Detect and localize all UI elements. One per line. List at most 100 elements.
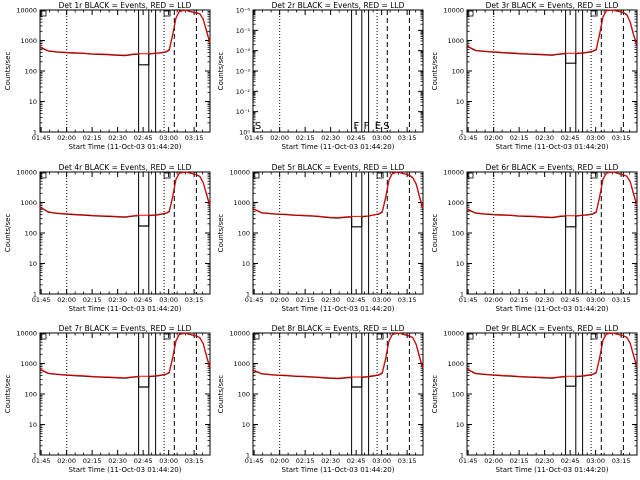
x-axis-label: Start Time (11-Oct-03 01:44:20) <box>69 305 182 313</box>
y-axis-label: Counts/sec <box>431 52 439 91</box>
series-line-lld <box>466 9 638 56</box>
x-tick-label: 03:00 <box>586 134 605 142</box>
y-tick-label: 10000 <box>443 330 464 338</box>
y-axis-label: Counts/sec <box>217 214 225 253</box>
x-tick-label: 02:45 <box>561 134 580 142</box>
y-tick-label: 1 <box>460 452 464 460</box>
x-tick-label: 02:00 <box>57 134 76 142</box>
plot-frame <box>466 171 638 295</box>
y-tick-label: 10000 <box>443 7 464 15</box>
x-tick-label: 02:15 <box>83 457 102 465</box>
x-tick-label: 03:15 <box>398 457 417 465</box>
x-tick-label: 02:15 <box>83 296 102 304</box>
x-tick-label: 02:00 <box>57 296 76 304</box>
series-line-lld <box>252 332 424 379</box>
state-box <box>40 10 47 17</box>
y-tick-label: 10⁻³ <box>236 68 251 76</box>
series-line-lld <box>39 332 211 379</box>
x-axis-label: Start Time (11-Oct-03 01:44:20) <box>496 143 609 151</box>
x-tick-label: 02:45 <box>347 457 366 465</box>
x-tick-label: 02:00 <box>484 457 503 465</box>
series-line-lld <box>466 171 638 218</box>
y-tick-label: 10⁻² <box>236 88 251 96</box>
y-tick-label: 10 <box>242 421 250 429</box>
x-tick-label: 02:30 <box>321 134 340 142</box>
y-tick-label: 100 <box>25 230 37 238</box>
panel-det-7r: Det 7r BLACK = Events, RED = LLD Counts/s… <box>4 324 211 474</box>
x-tick-label: 03:00 <box>372 134 391 142</box>
series-line-events <box>39 9 211 66</box>
x-tick-label: 03:15 <box>398 296 417 304</box>
state-box <box>40 333 47 340</box>
panel-det-6r: Det 6r BLACK = Events, RED = LLD Counts/s… <box>431 163 638 313</box>
x-tick-label: 01:45 <box>32 134 51 142</box>
x-tick-label: 03:00 <box>372 296 391 304</box>
x-tick-label: 02:15 <box>83 134 102 142</box>
x-tick-label: 03:00 <box>159 457 178 465</box>
x-tick-label: 03:15 <box>612 457 631 465</box>
y-tick-label: 100 <box>452 68 464 76</box>
x-tick-label: 02:00 <box>270 296 289 304</box>
state-box <box>376 333 384 340</box>
series-line-lld <box>466 332 638 379</box>
y-tick-label: 1 <box>246 291 250 299</box>
state-box <box>467 333 474 340</box>
plot-frame <box>252 9 424 133</box>
x-tick-label: 02:00 <box>270 457 289 465</box>
x-axis-label: Start Time (11-Oct-03 01:44:20) <box>69 143 182 151</box>
x-axis-label: Start Time (11-Oct-03 01:44:20) <box>282 466 395 474</box>
x-tick-label: 02:00 <box>484 296 503 304</box>
series-line-events <box>252 332 424 388</box>
x-tick-label: 02:30 <box>321 296 340 304</box>
x-tick-label: 02:15 <box>296 457 315 465</box>
y-tick-label: 10⁻⁶ <box>236 7 251 15</box>
x-tick-label: 02:00 <box>270 134 289 142</box>
plot-frame <box>39 9 211 133</box>
flag-letter: S <box>383 121 389 132</box>
x-tick-label: 03:00 <box>372 457 391 465</box>
y-tick-label: 1000 <box>233 199 250 207</box>
panel-title: Det 6r BLACK = Events, RED = LLD <box>486 163 619 172</box>
state-box <box>163 333 171 340</box>
x-tick-label: 01:45 <box>459 134 478 142</box>
x-tick-label: 03:00 <box>586 457 605 465</box>
y-tick-label: 10000 <box>16 330 37 338</box>
x-tick-label: 03:00 <box>586 296 605 304</box>
x-tick-label: 01:45 <box>32 296 51 304</box>
panel-title: Det 1r BLACK = Events, RED = LLD <box>59 1 192 10</box>
state-box <box>253 333 260 340</box>
state-box <box>40 172 47 179</box>
x-tick-label: 02:45 <box>134 296 153 304</box>
state-box <box>590 10 598 17</box>
x-tick-label: 02:45 <box>134 457 153 465</box>
plot-frame <box>39 332 211 456</box>
y-tick-label: 10 <box>29 421 37 429</box>
x-tick-label: 02:15 <box>296 134 315 142</box>
x-tick-label: 03:15 <box>398 134 417 142</box>
y-tick-label: 10 <box>456 98 464 106</box>
x-tick-label: 02:45 <box>561 457 580 465</box>
series-line-events <box>39 332 211 388</box>
state-box <box>467 172 474 179</box>
y-tick-label: 10 <box>242 260 250 268</box>
x-tick-label: 01:45 <box>459 296 478 304</box>
panel-title: Det 3r BLACK = Events, RED = LLD <box>486 1 619 10</box>
x-tick-label: 03:15 <box>612 296 631 304</box>
plot-frame <box>466 9 638 133</box>
y-tick-label: 100 <box>452 391 464 399</box>
y-tick-label: 1000 <box>20 37 37 45</box>
y-tick-label: 100 <box>452 230 464 238</box>
flag-letter: F <box>353 121 359 132</box>
x-axis-label: Start Time (11-Oct-03 01:44:20) <box>496 466 609 474</box>
series-line-events <box>466 171 638 228</box>
plot-frame <box>252 332 424 456</box>
y-tick-label: 1000 <box>20 199 37 207</box>
x-tick-label: 02:15 <box>296 296 315 304</box>
state-box <box>163 10 171 17</box>
x-tick-label: 03:15 <box>185 134 204 142</box>
y-tick-label: 1000 <box>233 360 250 368</box>
y-tick-label: 10000 <box>443 169 464 177</box>
y-axis-label: Counts/sec <box>217 52 225 91</box>
y-tick-label: 10000 <box>16 169 37 177</box>
x-tick-label: 01:45 <box>245 457 264 465</box>
